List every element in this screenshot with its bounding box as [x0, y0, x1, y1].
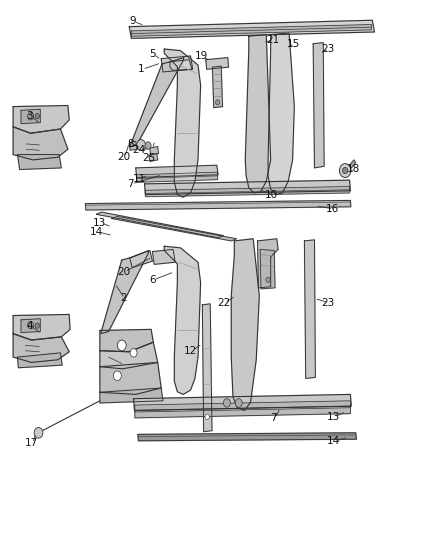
Circle shape	[35, 114, 39, 119]
Polygon shape	[245, 35, 271, 193]
Polygon shape	[170, 60, 192, 70]
Text: 9: 9	[129, 17, 136, 26]
Circle shape	[28, 112, 34, 120]
Polygon shape	[100, 362, 161, 394]
Polygon shape	[130, 58, 184, 147]
Text: 2: 2	[120, 294, 127, 303]
Polygon shape	[100, 388, 163, 403]
Circle shape	[137, 140, 145, 150]
Polygon shape	[231, 239, 259, 410]
Text: 14: 14	[90, 227, 103, 237]
Circle shape	[343, 167, 348, 174]
Polygon shape	[21, 109, 40, 124]
Polygon shape	[85, 200, 351, 210]
Text: 20: 20	[117, 267, 130, 277]
Polygon shape	[164, 246, 201, 394]
Text: 14: 14	[327, 437, 340, 446]
Text: 19: 19	[195, 51, 208, 61]
Polygon shape	[313, 43, 324, 168]
Polygon shape	[149, 154, 158, 161]
Polygon shape	[164, 49, 201, 197]
Polygon shape	[129, 141, 137, 150]
Polygon shape	[18, 353, 62, 368]
Polygon shape	[13, 314, 70, 340]
Circle shape	[34, 427, 43, 438]
Circle shape	[35, 323, 39, 328]
Circle shape	[145, 142, 151, 149]
Polygon shape	[260, 249, 275, 289]
Polygon shape	[135, 401, 350, 412]
Text: 4: 4	[26, 321, 33, 331]
Text: 11: 11	[133, 174, 146, 183]
Polygon shape	[101, 251, 149, 334]
Circle shape	[223, 399, 230, 407]
Polygon shape	[13, 127, 68, 160]
Polygon shape	[268, 33, 294, 195]
Polygon shape	[349, 160, 356, 169]
Circle shape	[130, 349, 137, 357]
Circle shape	[339, 164, 351, 177]
Text: 6: 6	[149, 275, 156, 285]
Polygon shape	[145, 180, 350, 195]
Text: 13: 13	[93, 218, 106, 228]
Polygon shape	[96, 212, 223, 238]
Polygon shape	[13, 334, 69, 362]
Text: 10: 10	[265, 190, 278, 199]
Text: 23: 23	[321, 44, 334, 54]
Polygon shape	[152, 249, 175, 264]
Polygon shape	[130, 251, 152, 268]
Text: 22: 22	[217, 298, 230, 308]
Polygon shape	[150, 147, 159, 155]
Text: 1: 1	[138, 64, 145, 74]
Text: 3: 3	[26, 111, 33, 121]
Polygon shape	[100, 329, 153, 352]
Polygon shape	[304, 240, 315, 378]
Circle shape	[215, 100, 220, 105]
Polygon shape	[18, 155, 61, 169]
Polygon shape	[212, 66, 223, 108]
Text: 7: 7	[127, 179, 134, 189]
Text: 23: 23	[321, 298, 334, 308]
Polygon shape	[13, 106, 69, 133]
Polygon shape	[112, 216, 237, 241]
Polygon shape	[136, 165, 218, 177]
Text: 15: 15	[287, 39, 300, 49]
Polygon shape	[100, 342, 158, 369]
Polygon shape	[202, 304, 212, 432]
Polygon shape	[161, 56, 193, 72]
Polygon shape	[137, 172, 218, 182]
Text: 20: 20	[117, 152, 130, 162]
Polygon shape	[138, 433, 357, 441]
Circle shape	[235, 399, 242, 407]
Circle shape	[205, 414, 209, 419]
Polygon shape	[145, 187, 350, 197]
Polygon shape	[134, 394, 351, 410]
Polygon shape	[258, 239, 278, 288]
Circle shape	[28, 321, 34, 329]
Text: 7: 7	[270, 414, 277, 423]
Text: 24: 24	[133, 146, 146, 155]
Text: 21: 21	[266, 35, 279, 45]
Circle shape	[266, 277, 270, 282]
Text: 5: 5	[149, 50, 156, 59]
Text: 12: 12	[184, 346, 197, 356]
Polygon shape	[135, 406, 350, 418]
Text: 16: 16	[325, 204, 339, 214]
Text: 8: 8	[127, 139, 134, 149]
Polygon shape	[129, 20, 374, 38]
Text: 25: 25	[142, 154, 155, 163]
Polygon shape	[206, 58, 229, 69]
Text: 13: 13	[327, 412, 340, 422]
Polygon shape	[131, 25, 371, 36]
Polygon shape	[21, 319, 40, 333]
Circle shape	[113, 371, 121, 381]
Text: 17: 17	[25, 439, 38, 448]
Circle shape	[117, 340, 126, 351]
Text: 18: 18	[347, 165, 360, 174]
